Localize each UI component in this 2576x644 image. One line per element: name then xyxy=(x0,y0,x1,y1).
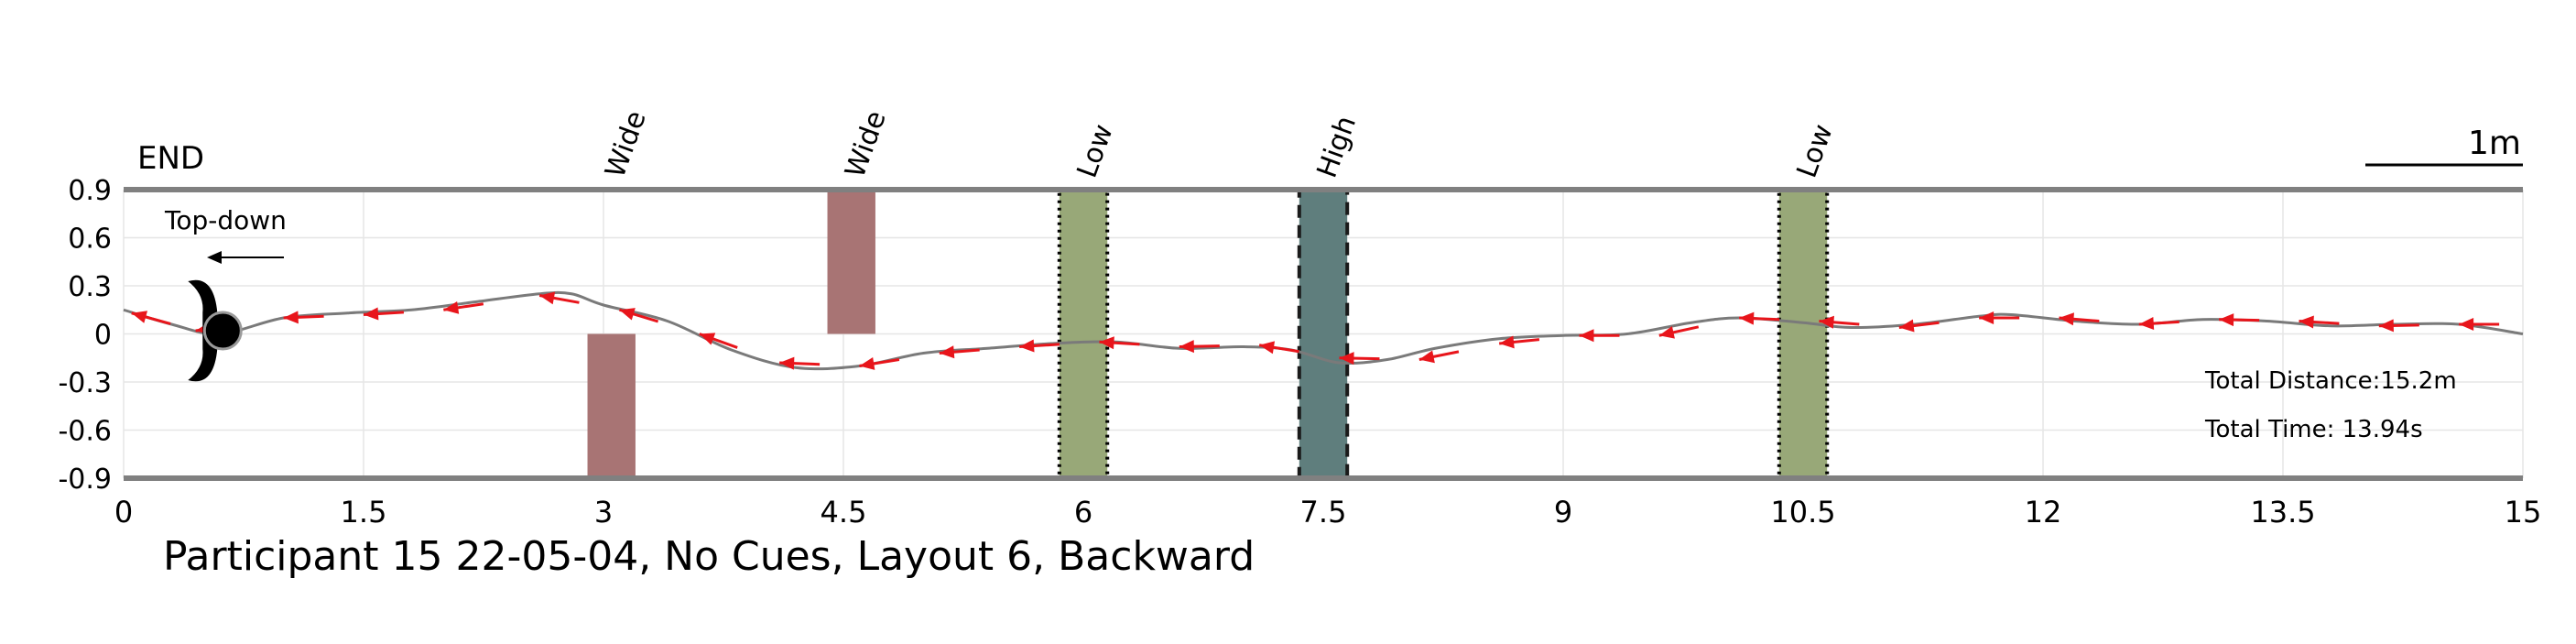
arrow-head xyxy=(443,301,459,314)
direction-arrow xyxy=(1179,340,1220,353)
chart-title: Participant 15 22-05-04, No Cues, Layout… xyxy=(163,533,1255,580)
arrow-head xyxy=(2059,312,2074,325)
x-tick-label: 0 xyxy=(114,495,133,529)
arrow-head xyxy=(859,357,875,370)
view-arrow-head-icon xyxy=(207,251,222,264)
arrow-head xyxy=(779,357,794,370)
end-label: END xyxy=(137,140,204,177)
x-axis-ticks: 0 1.5 3 4.5 6 7.5 9 10.5 12 13.5 15 xyxy=(114,495,2542,529)
y-tick-label: -0.9 xyxy=(58,464,112,496)
arrow-head xyxy=(2379,319,2394,332)
obstacle-label: Wide xyxy=(839,106,892,181)
y-tick-label: 0.3 xyxy=(68,271,112,303)
x-tick-label: 1.5 xyxy=(341,495,387,529)
direction-arrow xyxy=(619,308,658,322)
direction-arrow xyxy=(132,311,170,323)
x-tick-label: 9 xyxy=(1554,495,1572,529)
x-tick-label: 3 xyxy=(594,495,613,529)
obstacle-3 xyxy=(1060,190,1107,478)
arrow-head xyxy=(940,345,955,358)
direction-arrow xyxy=(2139,317,2179,330)
obstacle-labels: Wide Wide Low High Low xyxy=(599,106,1839,181)
y-tick-label: 0.9 xyxy=(68,175,112,207)
arrow-head xyxy=(2299,315,2313,328)
y-axis-ticks: 0.9 0.6 0.3 0 -0.3 -0.6 -0.9 xyxy=(58,175,112,496)
x-tick-label: 10.5 xyxy=(1770,495,1835,529)
x-tick-label: 4.5 xyxy=(821,495,867,529)
obstacle-4 xyxy=(1299,190,1347,478)
direction-arrow xyxy=(1739,312,1779,325)
x-tick-label: 6 xyxy=(1074,495,1092,529)
arrow-head xyxy=(1739,312,1754,325)
arrow-head xyxy=(2459,318,2473,331)
x-tick-label: 12 xyxy=(2025,495,2062,529)
arrow-head xyxy=(2219,313,2234,326)
view-label: Top-down xyxy=(164,205,287,235)
obstacle-label: Low xyxy=(1791,120,1840,181)
arrow-head xyxy=(1579,329,1593,342)
direction-arrow xyxy=(940,345,980,358)
obstacle-5 xyxy=(1779,190,1827,478)
direction-arrow xyxy=(1259,341,1299,354)
arrow-head xyxy=(364,308,378,321)
direction-arrow xyxy=(1019,340,1060,353)
x-tick-label: 13.5 xyxy=(2250,495,2315,529)
y-tick-label: -0.3 xyxy=(58,367,112,399)
obstacle-label: Wide xyxy=(599,106,652,181)
total-time: Total Time: 13.94s xyxy=(2204,416,2423,443)
total-distance: Total Distance:15.2m xyxy=(2204,367,2457,395)
y-tick-label: -0.6 xyxy=(58,416,112,448)
arrow-head xyxy=(1179,340,1194,353)
y-tick-label: 0.6 xyxy=(68,224,112,256)
obstacle-2 xyxy=(828,190,875,334)
direction-arrow xyxy=(1579,329,1619,342)
direction-arrow xyxy=(364,308,404,321)
arrow-head xyxy=(1979,311,1994,324)
arrow-head xyxy=(1019,340,1034,353)
x-tick-label: 7.5 xyxy=(1300,495,1347,529)
direction-arrow xyxy=(1419,350,1459,363)
direction-arrow xyxy=(859,357,898,370)
y-tick-label: 0 xyxy=(94,320,112,352)
scale-label: 1m xyxy=(2468,125,2521,162)
arrow-head xyxy=(619,308,635,320)
x-tick-label: 15 xyxy=(2505,495,2542,529)
obstacle-label: Low xyxy=(1071,120,1120,181)
arrow-head xyxy=(284,311,299,323)
direction-arrow xyxy=(284,311,324,323)
obstacle-label: High xyxy=(1311,112,1363,182)
arrow-head xyxy=(2139,317,2154,330)
obstacle-1 xyxy=(588,334,636,479)
direction-arrow xyxy=(2379,319,2419,332)
direction-arrow xyxy=(2219,313,2259,326)
walker-head xyxy=(204,312,241,349)
